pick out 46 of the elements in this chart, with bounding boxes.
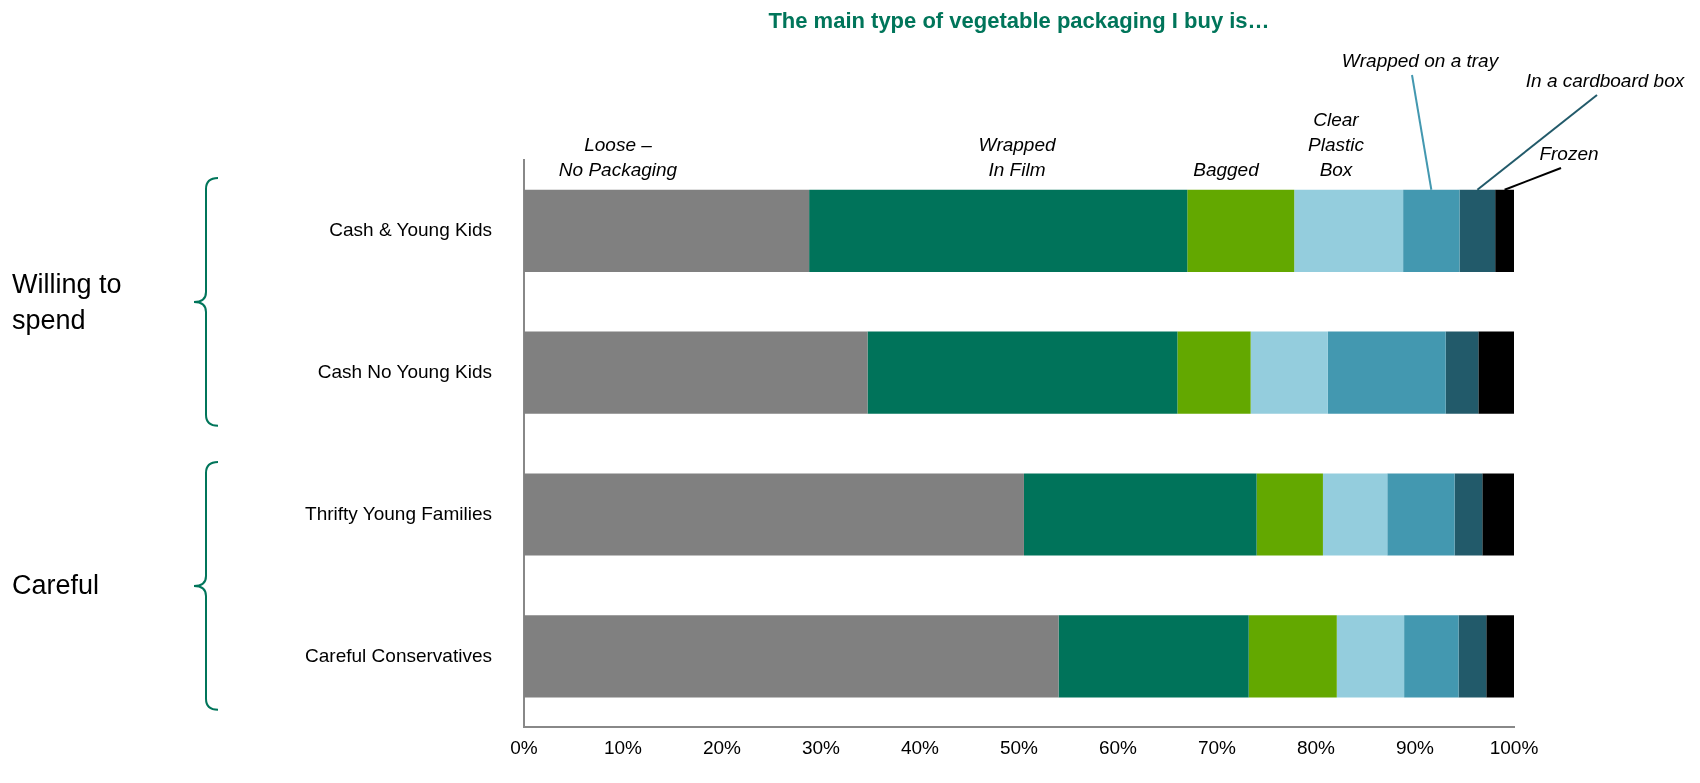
bar (1387, 473, 1455, 556)
x-tick-label: 30% (801, 736, 841, 758)
x-tick-label: 90% (1395, 736, 1435, 758)
bar (1327, 331, 1446, 414)
bar (1256, 473, 1323, 556)
x-tick-label: 40% (900, 736, 940, 758)
bar (1322, 473, 1388, 556)
bar (1187, 189, 1295, 273)
text: Willing to spend (12, 267, 123, 337)
y-tick-label: Careful Conservatives (305, 644, 492, 666)
bar (1454, 473, 1483, 556)
text: Wrapped on a tray (1341, 50, 1500, 71)
x-tick-label: 50% (999, 736, 1039, 758)
bar (1177, 331, 1251, 414)
series-label: Bagged (1193, 159, 1261, 180)
x-tick-label: 60% (1098, 736, 1138, 758)
bar (1458, 615, 1487, 698)
series-label: Clear Plastic Box (1308, 109, 1365, 180)
series-label: Wrapped In Film (978, 134, 1057, 180)
bar (1294, 189, 1404, 273)
bar (1482, 473, 1514, 556)
x-tick-label: 70% (1197, 736, 1237, 758)
y-tick-label: Thrifty Young Families (305, 502, 492, 524)
bar (1058, 615, 1249, 698)
bar (1023, 473, 1257, 556)
x-tick-label: 80% (1296, 736, 1336, 758)
bar (809, 189, 1188, 273)
bar (867, 331, 1178, 414)
x-tick-label: 10% (603, 736, 643, 758)
text: Careful (12, 569, 101, 603)
bar (1478, 331, 1514, 414)
chart-title: The main type of vegetable packaging I buy is… (767, 8, 1271, 34)
series-label: Frozen (1539, 143, 1599, 164)
bar (1445, 331, 1479, 414)
bar (1250, 331, 1328, 414)
x-tick-label: 0% (510, 736, 538, 758)
y-tick-label: Cash No Young Kids (317, 360, 492, 382)
x-tick-label: 100% (1489, 736, 1539, 758)
bar (1248, 615, 1337, 698)
bar (1486, 615, 1514, 698)
bar (1404, 615, 1459, 698)
y-tick-label: Cash & Young Kids (329, 219, 492, 241)
text: In a cardboard box (1525, 70, 1686, 91)
x-tick-label: 20% (702, 736, 742, 758)
series-label: Loose – No Packaging (558, 134, 678, 180)
bar (1336, 615, 1405, 698)
